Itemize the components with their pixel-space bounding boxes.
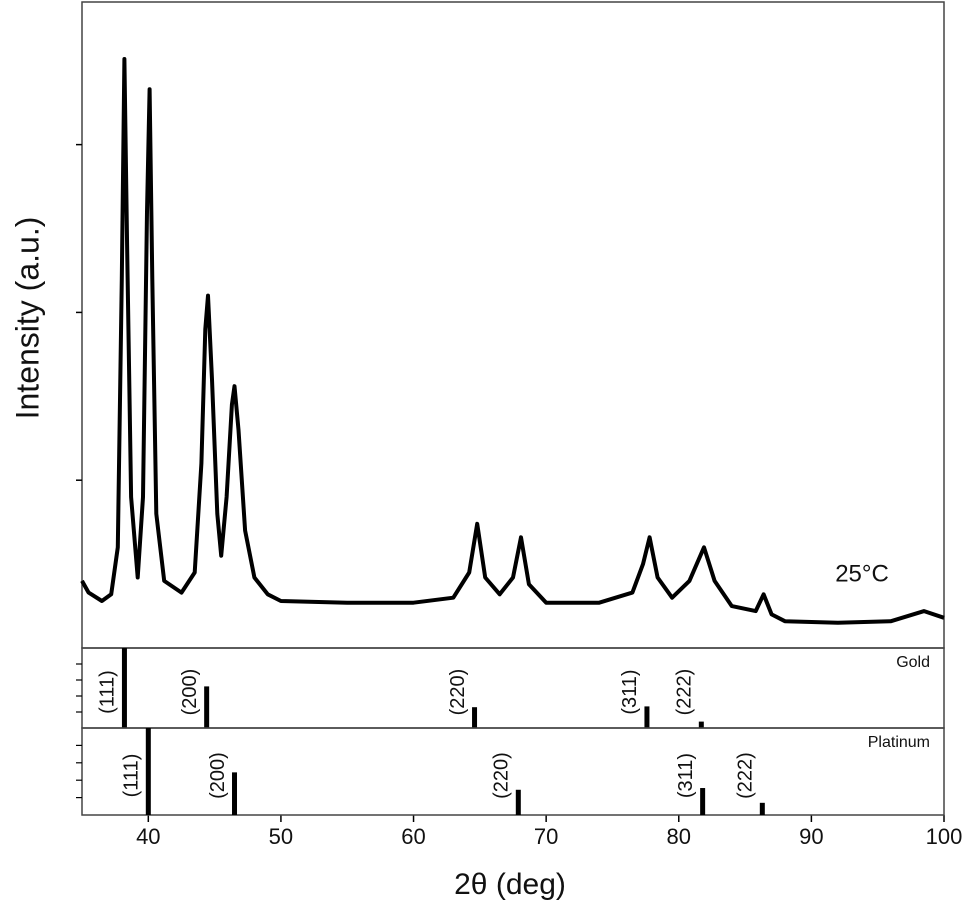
hkl-label: (200) — [179, 669, 201, 716]
panel-frame — [81, 647, 945, 729]
x-tick-label: 40 — [136, 824, 160, 849]
reference-stick — [145, 728, 151, 815]
x-tick-label: 60 — [401, 824, 425, 849]
x-tick-label: 70 — [534, 824, 558, 849]
reference-stick — [232, 772, 238, 815]
x-tick-label: 50 — [269, 824, 293, 849]
hkl-label: (111) — [97, 670, 119, 714]
x-tick-label: 90 — [799, 824, 823, 849]
hkl-label: (220) — [491, 752, 513, 799]
panel-frame — [81, 727, 945, 816]
y-axis-label: Intensity (a.u.) — [9, 217, 45, 420]
annotation: 25°C — [835, 560, 889, 587]
hkl-label: (222) — [674, 669, 696, 716]
reference-stick — [698, 721, 704, 728]
hkl-label: (311) — [675, 753, 697, 798]
reference-stick — [121, 648, 127, 728]
reference-stick — [644, 706, 650, 728]
hkl-label: (311) — [619, 669, 641, 714]
panel-title: Gold — [896, 654, 930, 671]
reference-stick — [515, 789, 521, 815]
reference-stick — [204, 686, 210, 728]
hkl-label: (111) — [121, 754, 143, 798]
reference-stick — [700, 788, 706, 815]
hkl-label: (220) — [447, 669, 469, 716]
reference-stick — [759, 802, 765, 815]
hkl-label: (200) — [207, 752, 229, 799]
x-axis-label: 2θ (deg) — [454, 868, 566, 901]
x-tick-label: 80 — [667, 824, 691, 849]
panel-title: Platinum — [868, 734, 930, 751]
xrd-line — [80, 57, 945, 625]
reference-stick — [472, 707, 478, 728]
hkl-label: (222) — [735, 752, 757, 799]
x-tick-label: 100 — [926, 824, 963, 849]
